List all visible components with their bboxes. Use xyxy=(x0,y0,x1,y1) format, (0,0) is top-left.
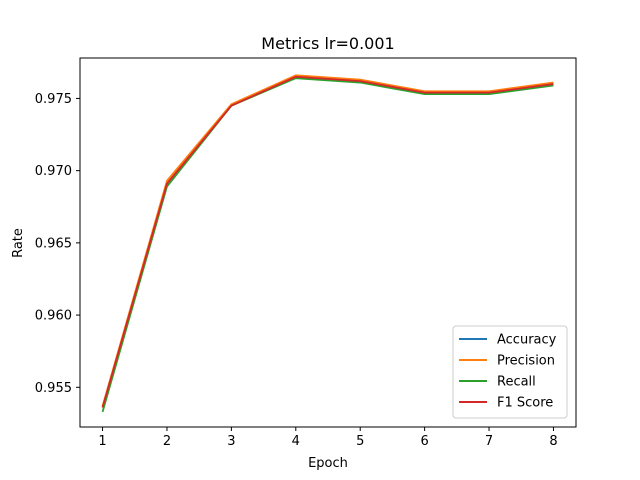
y-axis-label: Rate xyxy=(11,228,26,258)
series-line-3 xyxy=(101,77,554,413)
x-tick-label: 4 xyxy=(292,434,300,449)
y-tick-label: 0.960 xyxy=(35,309,72,324)
series-line-2 xyxy=(101,74,554,407)
legend-label: F1 Score xyxy=(497,396,553,411)
series-line-4 xyxy=(101,75,554,408)
x-tick-label: 6 xyxy=(420,434,428,449)
y-axis: 0.955 0.960 0.965 0.970 0.975 xyxy=(35,92,80,396)
x-tick-label: 2 xyxy=(163,434,171,449)
y-tick-label: 0.975 xyxy=(35,92,72,107)
legend-label: Recall xyxy=(497,375,536,390)
x-tick-label: 7 xyxy=(485,434,493,449)
x-axis-label: Epoch xyxy=(308,456,348,471)
legend-box xyxy=(452,325,568,419)
x-tick-label: 5 xyxy=(356,434,364,449)
y-tick-label: 0.955 xyxy=(35,381,72,396)
y-tick-label: 0.970 xyxy=(35,164,72,179)
plot-frame xyxy=(79,57,577,428)
chart-title: Metrics lr=0.001 xyxy=(261,34,394,53)
y-tick-label: 0.965 xyxy=(35,236,72,251)
x-axis: 1 2 3 4 5 6 7 8 xyxy=(98,427,558,449)
x-tick-label: 8 xyxy=(549,434,557,449)
x-tick-label: 3 xyxy=(227,434,235,449)
legend: Accuracy Precision Recall F1 Score xyxy=(452,325,568,419)
x-tick-label: 1 xyxy=(98,434,106,449)
legend-label: Accuracy xyxy=(497,333,557,348)
legend-label: Precision xyxy=(497,354,555,369)
series-layer xyxy=(101,74,554,413)
